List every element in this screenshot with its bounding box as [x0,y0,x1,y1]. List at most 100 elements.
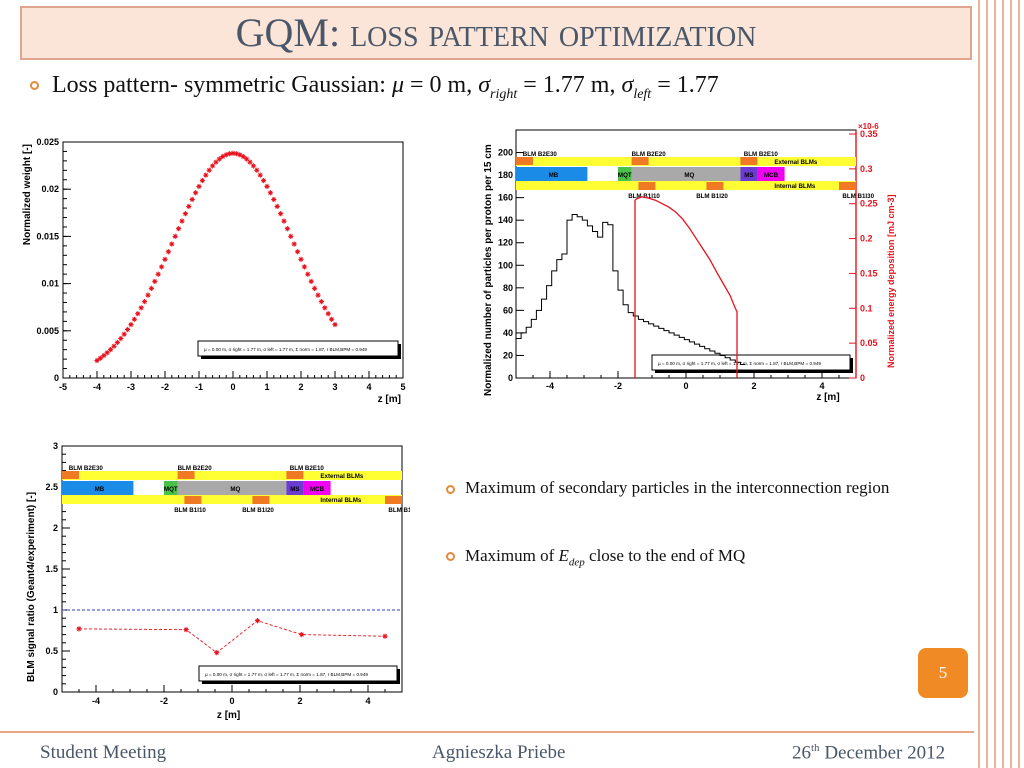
data-point [148,285,154,291]
data-point [114,339,120,346]
label-mq: MQ [230,486,240,493]
y-tick-label: 0 [54,373,59,383]
y-tick-label: 0.005 [36,326,59,336]
sigma-symbol-right: σ [478,72,491,98]
data-point [305,271,311,277]
x-tick-label: 4 [365,696,370,706]
external-blm-bar [62,471,402,480]
y-right-tick-label: 0.35 [860,129,878,139]
data-point [318,299,324,305]
data-point [295,249,301,255]
footer-date-rest: December 2012 [819,742,946,764]
label-ms: MS [290,486,299,493]
footer-left: Student Meeting [40,742,167,763]
data-point [329,316,335,322]
blm-external-marker [516,157,533,165]
series-ratio-line [78,620,386,654]
data-point [118,335,124,342]
legend-box [197,340,399,357]
data-point [278,211,284,217]
main-bullet-prefix: Loss pattern- symmetric Gaussian: [52,72,392,98]
magnet-mb [62,481,134,495]
legend-text: μ = 0.00 m, σ right = 1.77 m, σ left = 1… [205,672,368,677]
label-mqt: MQT [164,486,178,493]
label-blm-b1i20: BLM B1I20 [696,193,728,200]
magnet-mcb [757,167,785,181]
blm-internal-marker [839,182,856,190]
data-point [284,226,290,232]
label-blm-b1i30: BLM B1I30 [388,507,410,514]
data-point [169,241,175,247]
x-tick-label: 2 [751,381,756,391]
data-point [216,156,222,162]
data-point [142,299,148,305]
data-point [274,203,280,210]
x-axis-label: z [m] [378,394,401,405]
blm-external-marker [286,471,304,479]
label-blm-b2e20: BLM B2E20 [178,465,213,472]
data-point [223,152,229,158]
blm-internal-marker [252,496,270,504]
label-mcb: MCB [310,486,325,493]
bullet-2-text: Maximum of Edep close to the end of MQ [465,541,985,577]
data-point [101,352,107,359]
data-point [240,153,246,160]
data-point [104,350,110,356]
chart-blm-signal-ratio: -4 -2 0 2 4 0 0.5 1 1.5 2 2.5 3 z [m] BLM signal rati… [26,441,410,721]
bullet-marker-1 [446,485,455,494]
data-point [183,627,189,633]
data-point [172,233,178,239]
magnet-mq [177,481,287,495]
data-point [176,226,182,232]
main-bullet-text: Loss pattern- symmetric Gaussian: μ = 0 … [52,72,719,103]
y-right-tick-label: 0 [860,373,865,383]
y-right-tick-label: 0.2 [860,234,873,244]
sigma-left-value: = 1.77 [651,72,719,98]
bullet-2-sub: dep [568,556,585,569]
external-blm-bar [516,157,856,166]
magnet-mq [631,167,741,181]
label-blm-b2e20: BLM B2E20 [632,151,667,158]
title-small-caps: loss pattern optimization [350,10,757,55]
right-axis-multiplier: ×10-6 [858,122,879,131]
x-tick-label: 2 [297,696,302,706]
y-tick-label: 0.5 [45,646,58,656]
label-blm-b2e10: BLM B2E10 [744,151,779,158]
y-tick-label: 0.025 [36,137,59,147]
data-point [213,159,219,165]
data-point [281,218,287,224]
x-tick-label: -3 [127,382,135,392]
y-tick-label: 0 [53,687,58,697]
bullet-marker-2 [446,552,455,561]
data-point [271,196,277,203]
data-point [206,167,212,173]
y-axis-label: Normalized number of particles per proto… [483,144,494,396]
magnet-ms [286,481,304,495]
data-point [247,159,253,165]
magnet-mqt [618,167,632,181]
y-right-tick-label: 0.15 [860,268,878,278]
x-tick-label: 3 [332,382,337,392]
slide-title: GQM: loss pattern optimization [20,6,972,60]
blm-external-marker [740,157,758,165]
x-tick-label: 0 [229,696,234,706]
data-point [111,343,117,349]
y-tick-label: 3 [53,441,58,451]
data-point [125,326,131,333]
legend-box [198,665,398,682]
y-tick-label: 20 [503,350,513,360]
y-tick-label: 2.5 [45,482,58,492]
bullet-2-suffix: close to the end of MQ [584,546,746,565]
decorative-stripes [976,0,1024,768]
data-point [230,150,236,156]
x-tick-label: 4 [819,381,824,391]
label-mb: MB [95,486,105,493]
label-blm-b1i10: BLM B1I10 [628,193,660,200]
sigma-right-value: = 1.77 m, [517,72,622,98]
label-blm-b2e30: BLM B2E30 [69,465,104,472]
y-tick-label: 0.02 [41,184,59,194]
label-blm-b1i30: BLM B1I30 [842,193,874,200]
data-point [135,311,141,317]
y-tick-label: 200 [498,148,513,158]
data-point [264,183,270,190]
